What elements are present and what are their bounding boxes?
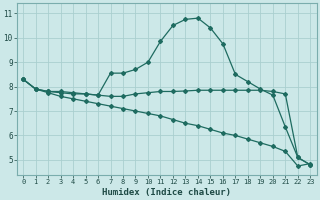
X-axis label: Humidex (Indice chaleur): Humidex (Indice chaleur) [102, 188, 231, 197]
